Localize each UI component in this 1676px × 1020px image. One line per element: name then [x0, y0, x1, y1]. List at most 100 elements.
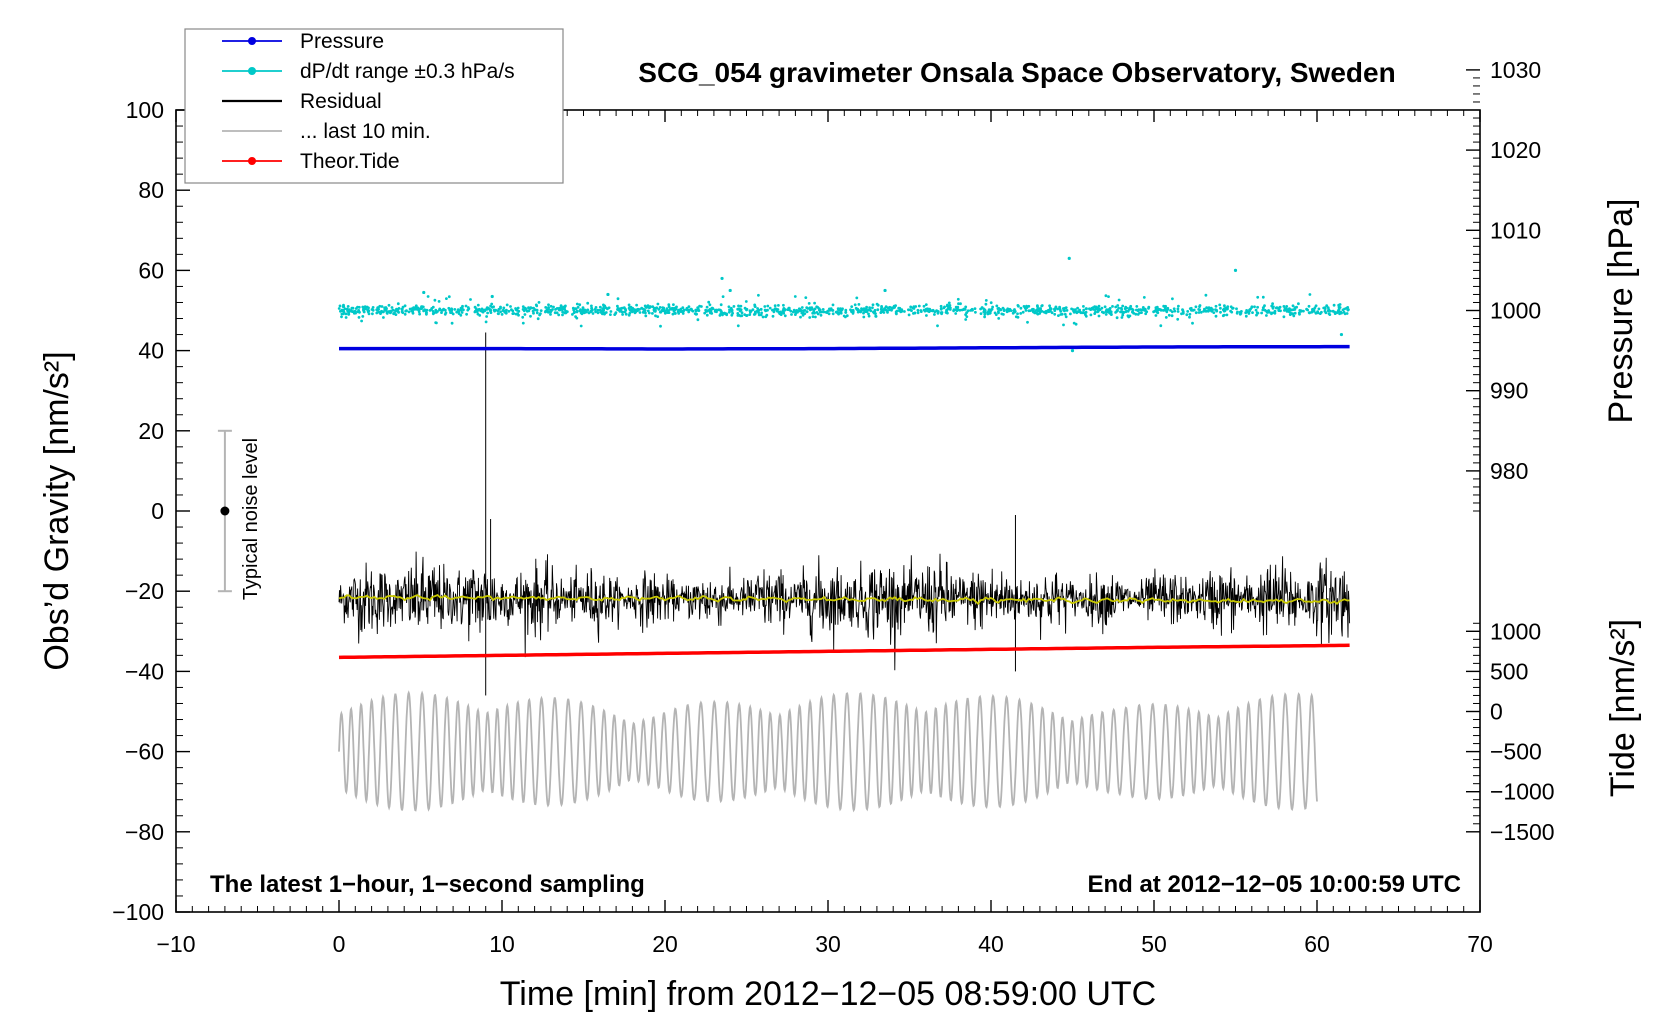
- dpdt-point: [537, 301, 541, 304]
- tide-tick-label: 500: [1490, 658, 1528, 684]
- dpdt-point: [539, 309, 543, 312]
- dpdt-point: [657, 308, 661, 311]
- dpdt-point: [1261, 306, 1265, 309]
- dpdt-point: [443, 312, 447, 316]
- dpdt-point: [1260, 311, 1263, 315]
- dpdt-point: [1019, 312, 1023, 315]
- dpdt-point: [705, 313, 709, 317]
- dpdt-point: [571, 313, 574, 316]
- dpdt-point: [757, 313, 761, 317]
- dpdt-point: [665, 308, 669, 312]
- y-left-tick-label: 80: [138, 177, 164, 203]
- dpdt-point: [644, 311, 647, 315]
- dpdt-point: [1028, 309, 1032, 312]
- dpdt-point: [578, 303, 582, 307]
- dpdt-point: [886, 311, 889, 314]
- dpdt-point: [496, 312, 500, 315]
- x-tick-label: 20: [652, 931, 678, 957]
- dpdt-point: [1189, 306, 1193, 310]
- dpdt-point: [1199, 310, 1203, 314]
- dpdt-point: [844, 311, 848, 314]
- dpdt-point: [713, 310, 717, 313]
- dpdt-point: [753, 303, 757, 307]
- dpdt-point: [549, 313, 552, 316]
- dpdt-point: [867, 312, 870, 316]
- dpdt-point: [382, 316, 385, 319]
- dpdt-point: [927, 310, 931, 313]
- dpdt-point: [740, 314, 744, 318]
- dpdt-point: [376, 306, 380, 310]
- dpdt-point: [574, 315, 577, 318]
- dpdt-point: [403, 304, 407, 308]
- dpdt-point: [1190, 308, 1193, 312]
- dpdt-point: [516, 306, 520, 310]
- dpdt-point: [919, 310, 923, 313]
- dpdt-point: [1104, 313, 1108, 316]
- dpdt-point: [759, 308, 763, 311]
- dpdt-point: [869, 309, 873, 313]
- dpdt-point: [757, 308, 761, 312]
- dpdt-point: [671, 306, 675, 310]
- dpdt-point: [385, 311, 389, 315]
- dpdt-point: [659, 310, 663, 314]
- dpdt-point: [763, 305, 767, 308]
- dpdt-point: [655, 306, 659, 310]
- dpdt-point: [929, 309, 933, 312]
- dpdt-point: [1277, 309, 1281, 312]
- y-tide-axis-title: Tide [nm/s²]: [1604, 619, 1642, 797]
- dpdt-point: [933, 313, 936, 316]
- dpdt-point: [851, 312, 855, 315]
- dpdt-point: [721, 295, 725, 298]
- dpdt-point: [1012, 309, 1016, 313]
- dpdt-point: [680, 309, 684, 313]
- dpdt-point: [1271, 302, 1274, 306]
- dpdt-point: [1329, 309, 1332, 313]
- dpdt-point: [656, 315, 660, 318]
- dpdt-point: [1236, 310, 1239, 314]
- dpdt-point: [598, 305, 602, 309]
- pressure-tick-label: 1010: [1490, 217, 1541, 243]
- dpdt-point: [954, 312, 958, 315]
- dpdt-point: [732, 305, 736, 308]
- dpdt-point: [687, 305, 691, 308]
- dpdt-point: [1046, 309, 1050, 313]
- dpdt-point: [828, 309, 832, 312]
- dpdt-point: [924, 303, 928, 306]
- dpdt-point: [1311, 309, 1315, 313]
- dpdt-point: [940, 312, 943, 316]
- dpdt-point: [1145, 310, 1149, 314]
- dpdt-point: [418, 312, 421, 316]
- dpdt-point: [681, 306, 685, 310]
- dpdt-point: [535, 304, 539, 308]
- dpdt-point: [1335, 311, 1339, 315]
- dpdt-point: [575, 302, 579, 306]
- dpdt-point: [1299, 309, 1303, 313]
- dpdt-point: [1291, 312, 1295, 316]
- dpdt-point: [962, 307, 966, 311]
- dpdt-point: [1049, 309, 1052, 313]
- dpdt-point: [745, 314, 749, 317]
- dpdt-point: [903, 310, 906, 313]
- dpdt-point: [797, 307, 801, 311]
- dpdt-point: [948, 308, 952, 311]
- dpdt-point: [441, 308, 445, 312]
- dpdt-point: [890, 306, 894, 310]
- dpdt-point: [1106, 310, 1110, 314]
- dpdt-outlier-point: [1339, 332, 1344, 337]
- dpdt-point: [1328, 313, 1332, 316]
- dpdt-point: [414, 304, 418, 308]
- dpdt-point: [766, 304, 770, 308]
- dpdt-point: [1065, 309, 1069, 312]
- dpdt-point: [778, 310, 782, 314]
- dpdt-point: [1171, 297, 1174, 301]
- dpdt-point: [1062, 323, 1065, 327]
- dpdt-point: [521, 315, 525, 319]
- dpdt-point: [790, 313, 793, 316]
- dpdt-point: [581, 306, 585, 310]
- dpdt-point: [340, 308, 344, 312]
- x-tick-label: 0: [333, 931, 346, 957]
- dpdt-point: [1033, 311, 1037, 315]
- dpdt-point: [1285, 310, 1289, 313]
- dpdt-point: [925, 314, 928, 317]
- dpdt-point: [1272, 305, 1275, 309]
